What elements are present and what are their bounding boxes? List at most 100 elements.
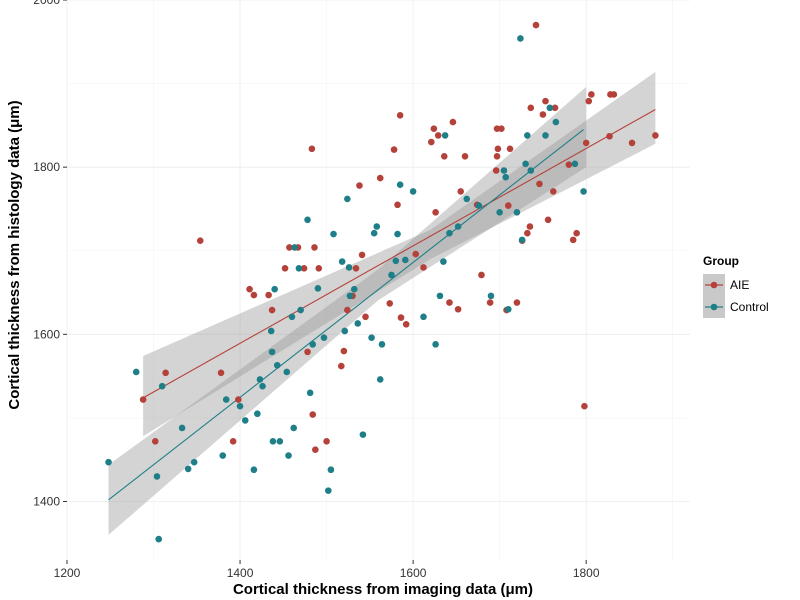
point-control	[269, 438, 277, 445]
x-tick-label: 1600	[400, 566, 427, 580]
x-axis-title: Cortical thickness from imaging data (μm…	[233, 581, 533, 598]
point-control	[320, 334, 328, 341]
point-control	[504, 305, 512, 313]
point-aie	[504, 202, 512, 209]
point-control	[290, 424, 298, 432]
point-control	[402, 256, 409, 264]
point-control	[552, 118, 560, 126]
point-aie	[250, 291, 258, 299]
point-control	[378, 341, 386, 348]
point-aie	[344, 306, 351, 314]
point-aie	[162, 369, 169, 377]
point-control	[254, 410, 261, 418]
point-control	[392, 257, 400, 265]
point-control	[350, 285, 358, 293]
point-control	[267, 327, 275, 335]
point-aie	[323, 438, 330, 445]
point-aie	[356, 182, 363, 189]
legend-title: Group	[703, 254, 739, 268]
point-aie	[309, 411, 317, 418]
point-aie	[527, 104, 535, 112]
point-aie	[432, 208, 439, 216]
point-aie	[308, 145, 316, 153]
point-control	[295, 264, 303, 272]
point-control	[420, 313, 427, 321]
point-aie	[412, 250, 420, 258]
point-aie	[573, 229, 580, 237]
point-control	[388, 271, 395, 279]
x-tick-label: 1800	[573, 566, 600, 580]
point-aie	[606, 132, 613, 140]
point-aie	[588, 91, 595, 98]
y-tick-label: 2000	[33, 0, 60, 7]
point-aie	[340, 347, 348, 355]
point-control	[314, 285, 322, 292]
point-control	[256, 376, 264, 383]
point-control	[376, 376, 384, 383]
point-control	[502, 173, 509, 181]
point-aie	[610, 91, 618, 98]
confidence-bands	[108, 71, 656, 535]
point-control	[304, 216, 311, 224]
y-tick-label: 1800	[33, 160, 60, 174]
point-control	[327, 466, 335, 474]
point-aie	[315, 264, 323, 272]
point-aie	[549, 188, 557, 195]
point-control	[250, 466, 258, 474]
point-aie	[544, 216, 552, 224]
point-aie	[526, 223, 534, 230]
point-aie	[281, 264, 289, 272]
point-aie	[493, 152, 501, 160]
point-control	[475, 202, 483, 209]
point-aie	[498, 125, 505, 133]
point-aie	[494, 145, 502, 153]
point-control	[153, 473, 161, 480]
point-control	[241, 417, 249, 424]
point-aie	[376, 174, 384, 182]
point-control	[184, 465, 192, 473]
point-aie	[524, 229, 531, 237]
point-aie	[449, 118, 457, 126]
point-control	[158, 382, 166, 390]
y-tick-label: 1600	[33, 327, 60, 341]
point-control	[441, 132, 449, 139]
point-control	[325, 487, 332, 494]
legend-key-point	[710, 303, 718, 311]
point-control	[542, 132, 549, 139]
point-control	[454, 223, 462, 230]
point-control	[268, 348, 276, 356]
point-aie	[585, 97, 593, 105]
y-tick-label: 1400	[33, 494, 60, 508]
point-control	[396, 181, 404, 189]
point-control	[344, 195, 351, 203]
point-control	[440, 258, 447, 265]
point-control	[373, 223, 381, 230]
point-aie	[300, 264, 308, 272]
point-control	[436, 292, 444, 300]
point-control	[259, 382, 266, 390]
fit-line-control	[108, 129, 584, 501]
point-control	[271, 285, 278, 293]
point-aie	[652, 132, 659, 139]
point-aie	[565, 161, 573, 168]
point-aie	[539, 111, 547, 118]
point-control	[330, 230, 337, 238]
point-aie	[420, 264, 427, 271]
point-aie	[569, 236, 577, 244]
point-control	[571, 160, 579, 168]
point-control	[288, 313, 296, 321]
point-control	[496, 208, 503, 216]
point-aie	[492, 167, 500, 174]
point-control	[291, 244, 298, 251]
point-control	[345, 264, 353, 271]
point-aie	[396, 112, 404, 119]
point-control	[273, 361, 281, 369]
point-control	[283, 368, 291, 376]
point-aie	[312, 446, 319, 453]
x-tick-label: 1400	[227, 566, 254, 580]
point-control	[522, 160, 529, 168]
point-aie	[581, 402, 588, 410]
legend-key-point	[710, 281, 718, 289]
point-control	[463, 195, 471, 203]
